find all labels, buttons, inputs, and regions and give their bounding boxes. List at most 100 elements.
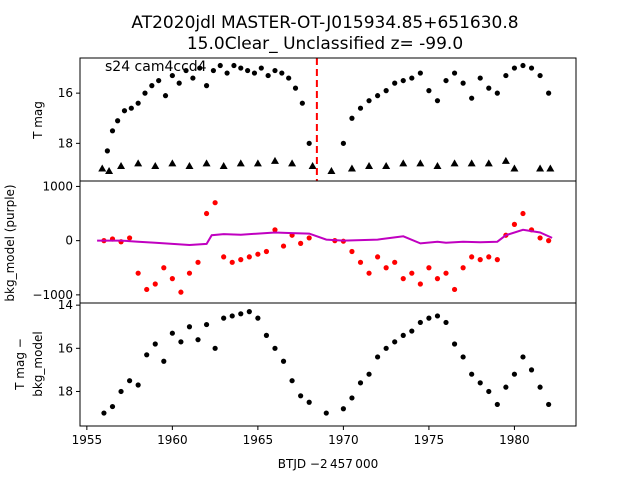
data-point (349, 115, 355, 121)
data-point (469, 254, 475, 260)
data-point (169, 276, 175, 282)
triangle-marker (327, 166, 336, 174)
data-point (383, 88, 389, 94)
triangle-marker (510, 164, 519, 172)
data-point (460, 354, 466, 360)
y-tick-label: 0 (65, 234, 73, 248)
data-point (127, 235, 133, 241)
data-point (231, 62, 237, 69)
data-point (292, 85, 299, 91)
data-point (306, 399, 312, 405)
data-point (212, 200, 218, 206)
triangle-marker (450, 159, 459, 167)
data-point (280, 358, 287, 364)
data-point (128, 105, 134, 111)
data-point (221, 254, 227, 260)
bottom-panel-frame (79, 302, 577, 427)
data-point (392, 339, 398, 345)
data-point (178, 289, 184, 295)
data-point (197, 65, 203, 71)
data-point (144, 352, 150, 358)
triangle-marker (467, 159, 476, 167)
data-point (245, 67, 251, 74)
data-point (486, 388, 492, 395)
data-point (443, 270, 449, 276)
data-point (494, 257, 500, 263)
triangle-marker (308, 161, 317, 169)
data-point (486, 254, 492, 260)
top-panel-ylabel: T mag (31, 101, 45, 140)
data-point (349, 248, 355, 255)
data-point (434, 276, 441, 282)
data-point (203, 210, 210, 217)
y-tick-label: 14 (58, 298, 73, 312)
data-point (451, 341, 458, 347)
data-point (451, 286, 458, 293)
data-point (340, 140, 346, 146)
data-point (357, 259, 364, 265)
triangle-marker (253, 159, 262, 167)
data-point (349, 395, 355, 401)
data-point (375, 354, 381, 360)
data-point (546, 238, 552, 244)
middle-panel-y-ticks: −1000 0 1000 (32, 179, 80, 302)
data-point (109, 403, 116, 410)
data-point (238, 311, 244, 317)
data-point (238, 257, 244, 263)
data-point (494, 90, 500, 96)
data-point (161, 265, 167, 271)
x-axis-label: BTJD −2 457 000 (278, 457, 378, 471)
data-point (426, 315, 432, 321)
data-point (520, 210, 526, 217)
data-point (229, 259, 235, 265)
data-point (546, 90, 552, 96)
data-point (289, 378, 295, 384)
data-point (477, 257, 483, 263)
data-point (451, 70, 458, 76)
data-point (434, 98, 441, 104)
data-point (528, 65, 535, 71)
data-point (392, 259, 398, 265)
data-point (469, 371, 475, 377)
data-point (546, 401, 552, 408)
data-point (503, 384, 509, 390)
data-point (511, 371, 518, 377)
data-point (118, 388, 124, 395)
data-point (503, 72, 509, 79)
data-point (176, 80, 182, 86)
data-point (409, 75, 415, 81)
data-point (251, 70, 258, 76)
data-point (156, 77, 162, 84)
data-point (152, 341, 158, 347)
data-point (280, 243, 287, 249)
triangle-marker (117, 161, 126, 169)
data-point (409, 328, 415, 334)
data-point (298, 393, 304, 399)
triangle-marker (416, 159, 425, 167)
triangle-marker (433, 161, 442, 169)
middle-panel-ylabel: bkg_model (purple) (3, 184, 17, 301)
x-tick-label: 1960 (157, 433, 188, 447)
data-point (178, 339, 184, 345)
data-point (190, 75, 196, 81)
data-point (212, 345, 218, 351)
data-point (272, 67, 278, 74)
bottom-panel-points (101, 309, 552, 416)
figure-title-line1: AT2020jdl MASTER-OT-J015934.85+651630.8 (131, 13, 518, 33)
data-point (400, 77, 406, 84)
triangle-marker (536, 164, 545, 172)
top-panel-points (98, 62, 555, 174)
data-point (263, 248, 270, 255)
triangle-marker (288, 159, 297, 167)
x-tick-label: 1970 (328, 433, 359, 447)
data-point (537, 72, 543, 79)
y-tick-label: 16 (58, 341, 73, 355)
triangle-marker (105, 166, 114, 174)
data-point (375, 93, 381, 99)
data-point (203, 83, 210, 89)
data-point (121, 108, 128, 114)
data-point (417, 70, 423, 76)
